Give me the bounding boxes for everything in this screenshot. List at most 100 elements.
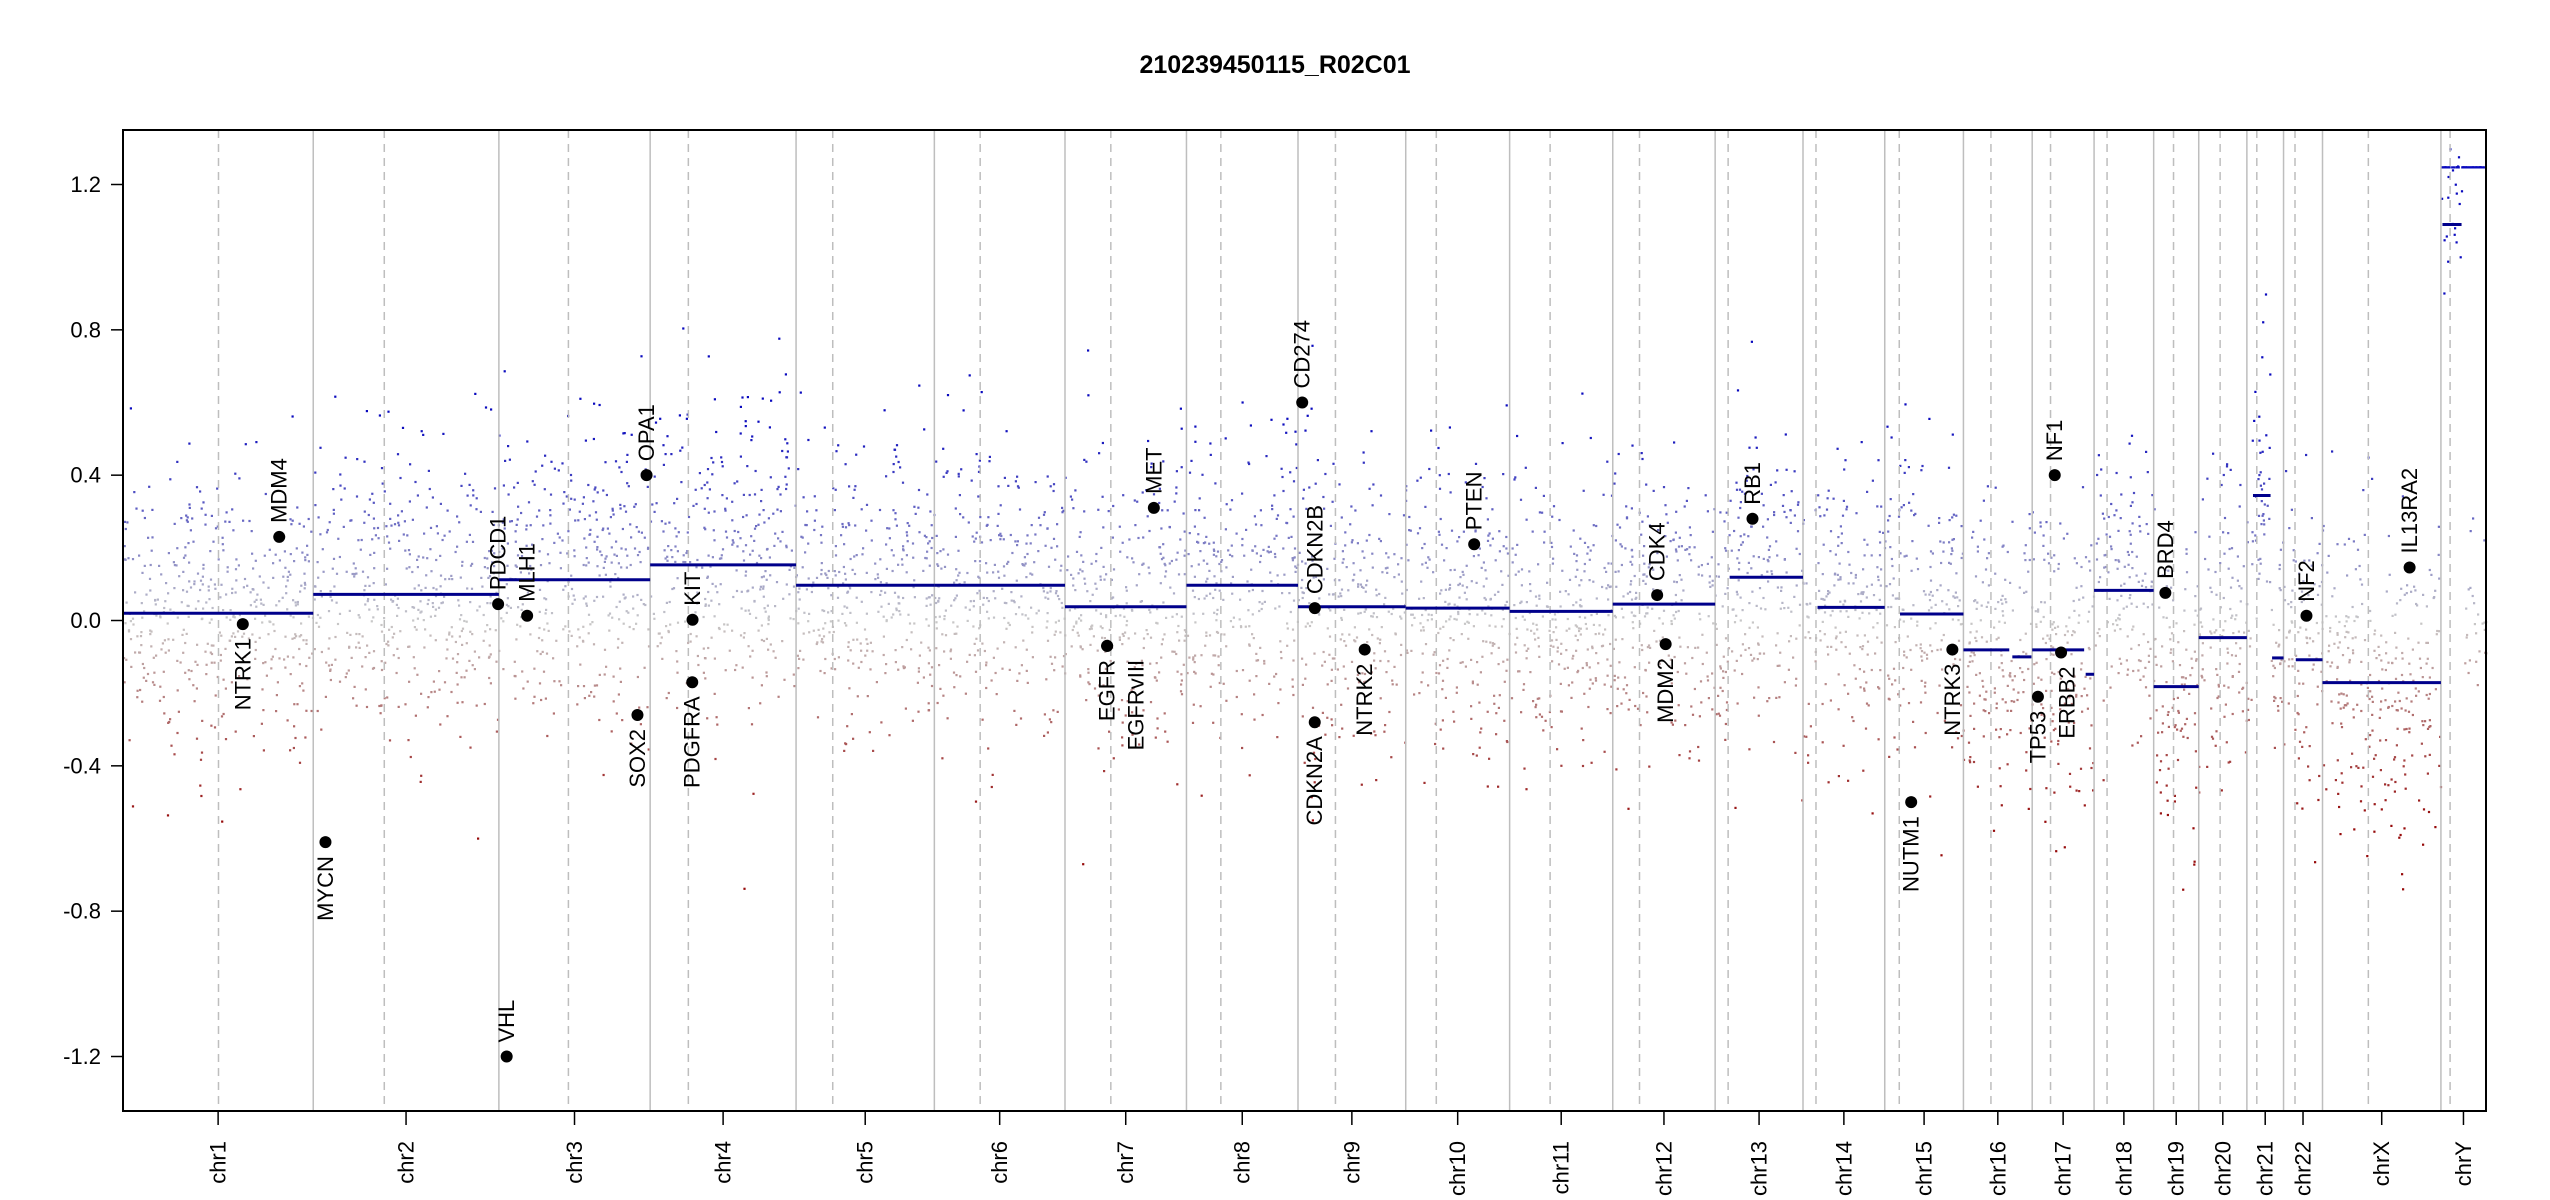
probe-point [1560,764,1563,767]
probe-point [2316,703,2319,706]
probe-point [1173,500,1176,503]
probe-point [927,646,930,649]
probe-point [1843,468,1846,471]
probe-point [1528,611,1531,615]
probe-point [213,661,216,664]
probe-point [1138,573,1141,576]
probe-point [2130,434,2134,437]
probe-point [1677,704,1680,707]
probe-point [1343,608,1346,611]
probe-point [977,495,980,498]
probe-point [226,570,229,573]
probe-point [1901,608,1904,611]
probe-point [1478,701,1481,704]
probe-point [1187,553,1190,556]
probe-point [1175,558,1178,561]
probe-point [202,501,205,504]
probe-point [1534,595,1538,598]
probe-point [1969,655,1972,658]
probe-point [1162,543,1165,546]
probe-point [1926,657,1929,660]
probe-point [2166,799,2169,802]
probe-point [865,529,868,532]
probe-point [2011,679,2014,682]
probe-point [1672,614,1675,617]
probe-point [355,704,358,707]
probe-point [468,659,471,662]
probe-point [420,430,423,433]
probe-point [176,616,179,619]
probe-point [1348,633,1351,636]
probe-point [949,648,953,651]
probe-point [1121,643,1124,646]
probe-point [1592,524,1595,527]
probe-point [2053,570,2056,573]
probe-point [990,679,993,682]
probe-point [1592,544,1595,547]
probe-point [2184,677,2187,680]
probe-point [2217,683,2220,686]
probe-point [2024,544,2027,547]
probe-point [1631,621,1634,624]
probe-point [1818,608,1821,611]
probe-point [2129,542,2132,545]
probe-point [1126,556,1129,559]
probe-point [592,643,596,646]
probe-point [614,460,618,463]
probe-point [1624,547,1627,550]
probe-point [1112,596,1115,599]
probe-point [1087,681,1090,684]
probe-point [1353,573,1356,576]
probe-point [2149,647,2152,650]
probe-point [2214,744,2217,747]
probe-point [1677,545,1681,548]
probe-point [590,691,593,694]
probe-point [943,618,946,621]
probe-point [1865,585,1869,588]
probe-point [626,482,629,485]
probe-point [594,511,598,514]
probe-point [1776,586,1779,589]
probe-point [357,539,360,542]
probe-point [1788,640,1791,643]
probe-point [2039,620,2042,623]
probe-point [577,685,580,688]
probe-point [1487,534,1490,537]
probe-point [593,599,596,602]
probe-point [2176,758,2180,762]
probe-point [577,628,580,631]
probe-point [1794,684,1797,687]
probe-point [1905,554,1908,557]
probe-point [552,657,555,660]
probe-point [1894,679,1897,682]
probe-point [1079,568,1082,571]
probe-point [1438,533,1441,536]
probe-point [1776,469,1779,472]
probe-point [2177,711,2180,714]
probe-point [2183,630,2186,633]
probe-point [913,505,916,508]
probe-point [621,641,624,644]
probe-point [1248,462,1251,466]
probe-point [519,571,522,574]
probe-point [1607,562,1610,565]
probe-point [800,535,803,538]
probe-point [476,609,479,612]
probe-point [2078,790,2081,793]
probe-point [2298,682,2301,685]
probe-point [2253,419,2256,422]
probe-point [1753,696,1756,699]
probe-point [735,589,739,593]
probe-point [2273,746,2276,749]
probe-point [278,600,281,603]
probe-point [1967,741,1971,744]
probe-point [1724,592,1727,595]
probe-point [1439,592,1442,595]
probe-point [1776,554,1779,557]
probe-point [633,505,636,508]
probe-point [1655,640,1658,643]
probe-point [1606,658,1609,661]
probe-point [1982,735,1985,738]
probe-point [2045,787,2048,790]
